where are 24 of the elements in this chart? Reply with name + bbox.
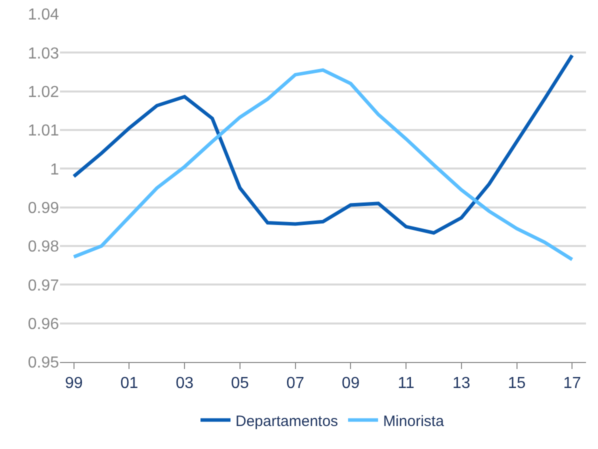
x-tick-label: 07 xyxy=(286,375,304,392)
line-series xyxy=(72,54,574,235)
y-tick-label: 1 xyxy=(50,161,60,178)
x-tick-label: 01 xyxy=(120,375,138,392)
y-tick-label: 1.01 xyxy=(28,122,60,140)
x-tick-label: 13 xyxy=(452,375,470,392)
x-tick-label: 17 xyxy=(563,375,582,392)
y-tick-label: 0.95 xyxy=(28,354,60,372)
x-tick-label: 05 xyxy=(231,375,249,392)
x-tick-label: 99 xyxy=(64,375,83,392)
y-tick-label: 1.03 xyxy=(28,45,60,62)
legend-label: Minorista xyxy=(383,412,445,430)
x-tick-label: 15 xyxy=(508,375,526,392)
y-tick-label: 0.99 xyxy=(28,200,60,217)
y-tick-label: 0.98 xyxy=(28,238,60,256)
y-tick-label: 0.96 xyxy=(28,316,60,333)
y-tick-label: 1.04 xyxy=(28,6,60,24)
y-tick-label: 1.02 xyxy=(28,84,60,101)
x-tick-label: 11 xyxy=(398,375,414,392)
line-series xyxy=(72,68,574,262)
x-tick-label: 09 xyxy=(342,375,360,392)
x-tick-label: 03 xyxy=(176,375,194,392)
legend-label: Departamentos xyxy=(236,412,338,430)
y-tick-label: 0.97 xyxy=(28,277,60,294)
